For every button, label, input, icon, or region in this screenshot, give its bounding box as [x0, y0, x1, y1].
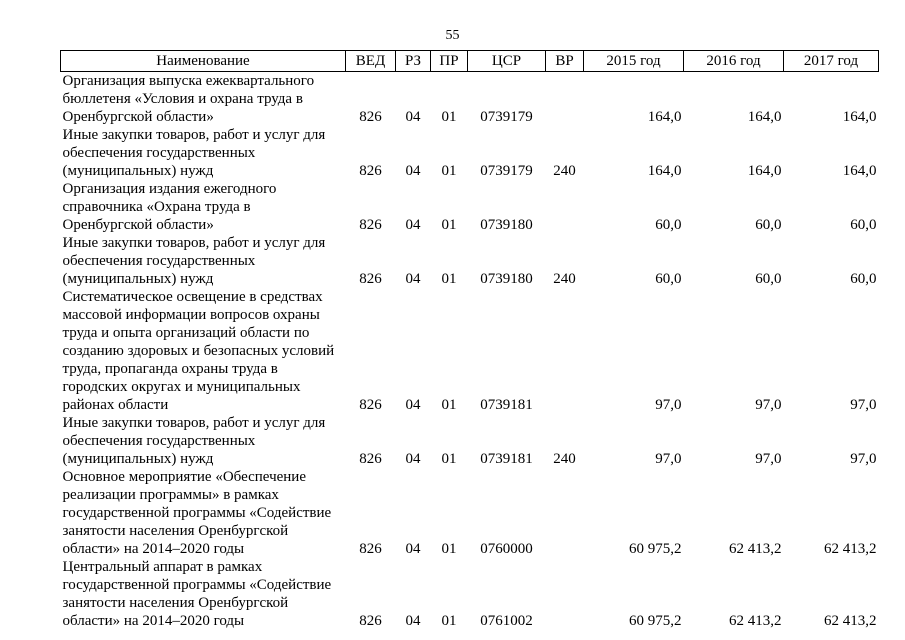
cell-csr: 0739179 — [480, 163, 533, 179]
cell-name: Организация выпуска ежеквартального бюлл… — [62, 73, 315, 125]
table-row: Иные закупки товаров, работ и услуг для … — [61, 234, 879, 288]
cell-vr — [546, 180, 584, 234]
cell-2017: 164,0 — [842, 163, 877, 179]
cell-2016: 60,0 — [755, 271, 782, 287]
cell-pr: 01 — [441, 613, 457, 629]
cell-2016: 97,0 — [755, 397, 782, 413]
cell-csr: 0739179 — [480, 109, 533, 125]
cell-2017: 60,0 — [850, 217, 877, 233]
header-rz: РЗ — [395, 50, 431, 72]
cell-2015: 97,0 — [655, 397, 682, 413]
cell-2016: 62 413,2 — [729, 613, 782, 629]
cell-vr — [546, 558, 584, 630]
cell-2017: 62 413,2 — [824, 613, 877, 629]
cell-ved: 826 — [359, 541, 382, 557]
cell-name: Систематическое освещение в средствах ма… — [62, 289, 335, 413]
header-year-2015: 2015 год — [583, 50, 684, 72]
cell-2017: 60,0 — [850, 271, 877, 287]
cell-name: Иные закупки товаров, работ и услуг для … — [62, 127, 326, 179]
cell-csr: 0739181 — [480, 451, 533, 467]
cell-csr: 0739181 — [480, 397, 533, 413]
header-ved: ВЕД — [345, 50, 396, 72]
cell-pr: 01 — [441, 451, 457, 467]
header-year-2016: 2016 год — [683, 50, 784, 72]
cell-2015: 60 975,2 — [629, 541, 682, 557]
cell-2016: 60,0 — [755, 217, 782, 233]
table-body: Организация выпуска ежеквартального бюлл… — [61, 72, 879, 631]
cell-2017: 97,0 — [850, 397, 877, 413]
cell-2016: 62 413,2 — [729, 541, 782, 557]
cell-pr: 01 — [441, 217, 457, 233]
budget-table: Наименование ВЕД РЗ ПР ЦСР ВР 2015 год 2… — [60, 50, 879, 630]
cell-pr: 01 — [441, 109, 457, 125]
cell-2015: 97,0 — [655, 451, 682, 467]
cell-csr: 0739180 — [480, 271, 533, 287]
cell-rz: 04 — [405, 109, 421, 125]
header-csr: ЦСР — [467, 50, 546, 72]
table-row: Иные закупки товаров, работ и услуг для … — [61, 126, 879, 180]
cell-ved: 826 — [359, 397, 382, 413]
cell-pr: 01 — [441, 271, 457, 287]
cell-2017: 62 413,2 — [824, 541, 877, 557]
cell-2015: 164,0 — [647, 163, 682, 179]
cell-rz: 04 — [405, 541, 421, 557]
cell-2017: 97,0 — [850, 451, 877, 467]
cell-ved: 826 — [359, 163, 382, 179]
header-vr: ВР — [545, 50, 584, 72]
header-pr: ПР — [430, 50, 468, 72]
cell-vr: 240 — [553, 451, 576, 467]
table-header: Наименование ВЕД РЗ ПР ЦСР ВР 2015 год 2… — [60, 50, 879, 72]
cell-pr: 01 — [441, 397, 457, 413]
cell-ved: 826 — [359, 613, 382, 629]
cell-vr — [546, 468, 584, 558]
table-row: Организация издания ежегодного справочни… — [61, 180, 879, 234]
cell-rz: 04 — [405, 451, 421, 467]
cell-rz: 04 — [405, 271, 421, 287]
cell-pr: 01 — [441, 163, 457, 179]
cell-vr: 240 — [553, 271, 576, 287]
table-row: Центральный аппарат в рамках государстве… — [61, 558, 879, 630]
cell-csr: 0761002 — [480, 613, 533, 629]
cell-2015: 60,0 — [655, 217, 682, 233]
cell-name: Организация издания ежегодного справочни… — [62, 181, 277, 233]
cell-vr — [546, 72, 584, 127]
cell-2015: 60,0 — [655, 271, 682, 287]
cell-2017: 164,0 — [842, 109, 877, 125]
cell-name: Иные закупки товаров, работ и услуг для … — [62, 415, 326, 467]
cell-csr: 0739180 — [480, 217, 533, 233]
cell-pr: 01 — [441, 541, 457, 557]
table-row: Систематическое освещение в средствах ма… — [61, 288, 879, 414]
cell-csr: 0760000 — [480, 541, 533, 557]
cell-rz: 04 — [405, 397, 421, 413]
cell-ved: 826 — [359, 451, 382, 467]
cell-2016: 164,0 — [747, 109, 782, 125]
table-header-row: Наименование ВЕД РЗ ПР ЦСР ВР 2015 год 2… — [60, 50, 879, 72]
cell-name: Иные закупки товаров, работ и услуг для … — [62, 235, 326, 287]
cell-ved: 826 — [359, 271, 382, 287]
table-row: Основное мероприятие «Обеспечение реализ… — [61, 468, 879, 558]
cell-vr: 240 — [553, 163, 576, 179]
cell-2016: 164,0 — [747, 163, 782, 179]
cell-ved: 826 — [359, 217, 382, 233]
cell-name: Центральный аппарат в рамках государстве… — [62, 559, 332, 629]
header-name: Наименование — [60, 50, 346, 72]
cell-2015: 164,0 — [647, 109, 682, 125]
cell-rz: 04 — [405, 613, 421, 629]
cell-rz: 04 — [405, 217, 421, 233]
cell-ved: 826 — [359, 109, 382, 125]
page-number: 55 — [445, 28, 460, 43]
table-row: Организация выпуска ежеквартального бюлл… — [61, 72, 879, 127]
cell-name: Основное мероприятие «Обеспечение реализ… — [62, 469, 332, 557]
cell-rz: 04 — [405, 163, 421, 179]
cell-vr — [546, 288, 584, 414]
cell-2016: 97,0 — [755, 451, 782, 467]
cell-2015: 60 975,2 — [629, 613, 682, 629]
header-year-2017: 2017 год — [783, 50, 879, 72]
table-row: Иные закупки товаров, работ и услуг для … — [61, 414, 879, 468]
